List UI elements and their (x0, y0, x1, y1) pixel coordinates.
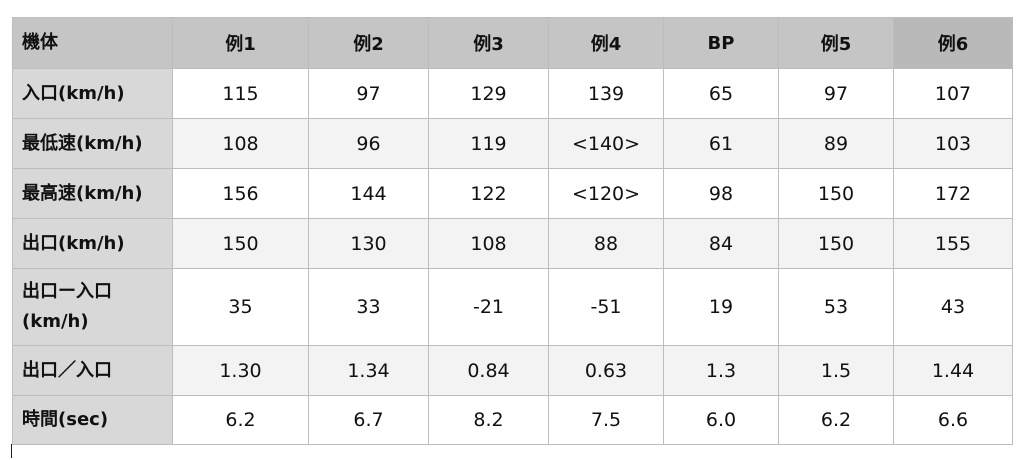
table-cell[interactable]: 172 (893, 168, 1013, 219)
table-cell[interactable]: 156 (172, 168, 309, 219)
table-cell[interactable]: 43 (893, 268, 1013, 346)
table-cell[interactable]: 108 (172, 118, 309, 169)
table-cell[interactable]: 0.84 (428, 345, 549, 396)
row-label[interactable]: 出口ー入口 (km/h) (12, 268, 173, 346)
table-cell[interactable]: 1.44 (893, 345, 1013, 396)
row-label[interactable]: 出口／入口 (12, 345, 173, 396)
row-label-line-1: 出口ー入口 (22, 281, 112, 302)
table-cell[interactable]: 119 (428, 118, 549, 169)
row-label[interactable]: 入口(km/h) (12, 68, 173, 119)
table-row-exit-minus-entry: 出口ー入口 (km/h) 35 33 -21 -51 19 53 43 (12, 268, 1013, 346)
table-cell[interactable]: -51 (548, 268, 664, 346)
table-cell[interactable]: 150 (172, 218, 309, 269)
row-label[interactable]: 最低速(km/h) (12, 118, 173, 169)
table-cell[interactable]: 115 (172, 68, 309, 119)
row-label[interactable]: 時間(sec) (12, 395, 173, 445)
table-cell[interactable]: 155 (893, 218, 1013, 269)
table-row-max-speed: 最高速(km/h) 156 144 122 <120> 98 150 172 (12, 168, 1013, 219)
table-cell[interactable]: 6.2 (172, 395, 309, 445)
table-cell[interactable]: 97 (778, 68, 894, 119)
table-cell[interactable]: 88 (548, 218, 664, 269)
header-cell-example-5[interactable]: 例5 (778, 17, 894, 69)
table-cell[interactable]: 129 (428, 68, 549, 119)
table-cell[interactable]: 103 (893, 118, 1013, 169)
text-cursor (11, 444, 12, 458)
header-cell-aircraft[interactable]: 機体 (12, 17, 173, 69)
table-cell[interactable]: 122 (428, 168, 549, 219)
table-cell[interactable]: 107 (893, 68, 1013, 119)
table-cell[interactable]: 139 (548, 68, 664, 119)
row-label[interactable]: 出口(km/h) (12, 218, 173, 269)
table-cell[interactable]: 108 (428, 218, 549, 269)
table-cell[interactable]: 53 (778, 268, 894, 346)
table-cell[interactable]: 144 (308, 168, 429, 219)
table-cell[interactable]: -21 (428, 268, 549, 346)
table-cell[interactable]: 19 (663, 268, 779, 346)
table-row-exit-over-entry: 出口／入口 1.30 1.34 0.84 0.63 1.3 1.5 1.44 (12, 345, 1013, 396)
table-cell[interactable]: <140> (548, 118, 664, 169)
table-cell[interactable]: 97 (308, 68, 429, 119)
table-cell[interactable]: 6.6 (893, 395, 1013, 445)
table-cell[interactable]: 89 (778, 118, 894, 169)
table-cell[interactable]: 65 (663, 68, 779, 119)
table-cell[interactable]: 130 (308, 218, 429, 269)
table-row-min-speed: 最低速(km/h) 108 96 119 <140> 61 89 103 (12, 118, 1013, 169)
table-cell[interactable]: 1.5 (778, 345, 894, 396)
table-cell[interactable]: 6.0 (663, 395, 779, 445)
table-cell[interactable]: 61 (663, 118, 779, 169)
header-cell-example-6[interactable]: 例6 (893, 17, 1013, 69)
table-row-time: 時間(sec) 6.2 6.7 8.2 7.5 6.0 6.2 6.6 (12, 395, 1013, 445)
table-cell[interactable]: 0.63 (548, 345, 664, 396)
table-cell[interactable]: 1.30 (172, 345, 309, 396)
header-row: 機体 例1 例2 例3 例4 BP 例5 例6 (12, 17, 1013, 69)
table-cell[interactable]: 150 (778, 168, 894, 219)
table-cell[interactable]: 35 (172, 268, 309, 346)
table-cell[interactable]: 150 (778, 218, 894, 269)
table-cell[interactable]: 98 (663, 168, 779, 219)
table-cell[interactable]: 8.2 (428, 395, 549, 445)
data-table: 機体 例1 例2 例3 例4 BP 例5 例6 入口(km/h) 115 97 … (12, 17, 1013, 445)
table-cell[interactable]: 6.7 (308, 395, 429, 445)
table-cell[interactable]: <120> (548, 168, 664, 219)
row-label-line-2: (km/h) (22, 311, 89, 332)
table-row-entry-speed: 入口(km/h) 115 97 129 139 65 97 107 (12, 68, 1013, 119)
table-cell[interactable]: 1.3 (663, 345, 779, 396)
header-cell-example-2[interactable]: 例2 (308, 17, 429, 69)
table-cell[interactable]: 1.34 (308, 345, 429, 396)
table-cell[interactable]: 7.5 (548, 395, 664, 445)
header-cell-example-3[interactable]: 例3 (428, 17, 549, 69)
row-label[interactable]: 最高速(km/h) (12, 168, 173, 219)
table-cell[interactable]: 6.2 (778, 395, 894, 445)
table-row-exit-speed: 出口(km/h) 150 130 108 88 84 150 155 (12, 218, 1013, 269)
header-cell-bp[interactable]: BP (663, 17, 779, 69)
header-cell-example-1[interactable]: 例1 (172, 17, 309, 69)
table-cell[interactable]: 96 (308, 118, 429, 169)
table-cell[interactable]: 33 (308, 268, 429, 346)
header-cell-example-4[interactable]: 例4 (548, 17, 664, 69)
table-cell[interactable]: 84 (663, 218, 779, 269)
